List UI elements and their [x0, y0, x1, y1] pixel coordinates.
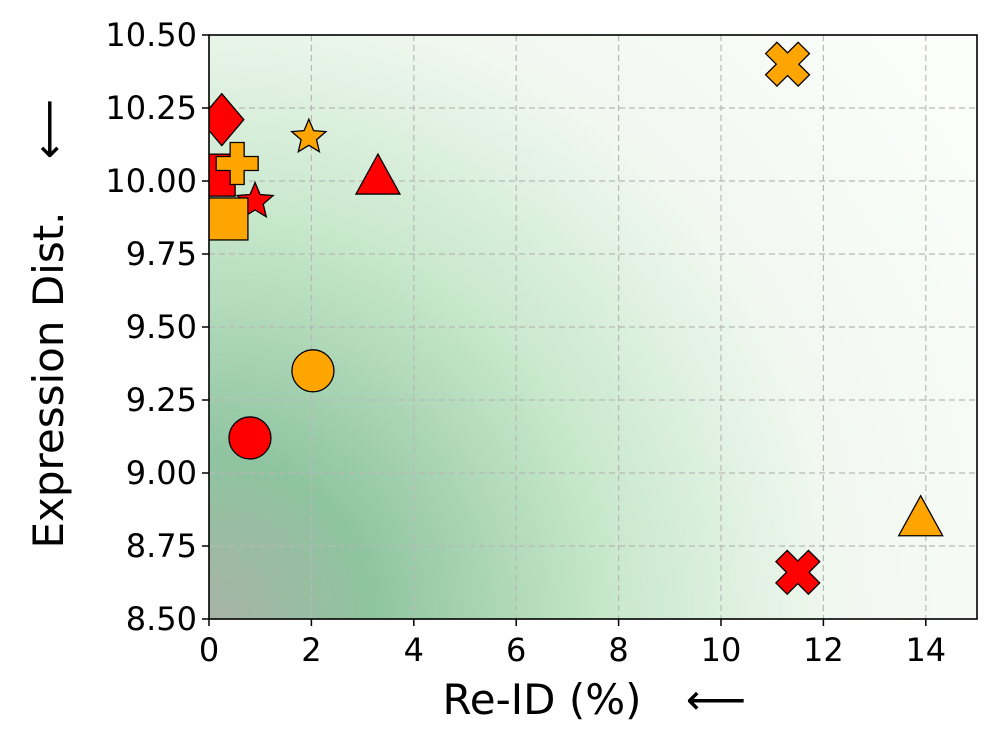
x-tick-label: 4: [404, 631, 424, 669]
orange-plus-marker: [215, 141, 259, 186]
y-tick-label: 9.50: [126, 308, 197, 346]
orange-star-marker: [290, 117, 328, 154]
orange-square-marker: [209, 197, 249, 241]
y-axis-title: Expression Dist.: [24, 211, 73, 548]
x-tick-label: 6: [506, 631, 526, 669]
orange-triangle-marker: [897, 494, 944, 537]
y-axis-arrow: ⟵: [24, 99, 73, 159]
x-tick-label: 2: [301, 631, 321, 669]
orange-circle-marker: [291, 349, 335, 393]
grid: [209, 35, 977, 619]
x-axis-title: Re-ID (%): [442, 675, 641, 724]
orange-x-marker: [764, 41, 811, 88]
y-tick-label: 10.00: [105, 162, 197, 200]
x-tick-label: 8: [608, 631, 628, 669]
x-axis-arrow: ⟵: [686, 675, 746, 724]
y-tick-label: 8.75: [126, 527, 197, 565]
red-triangle-marker: [354, 152, 402, 195]
x-axis-ticks: 0 2 4 6 8 10 12 14: [199, 619, 946, 669]
x-tick-label: 0: [199, 631, 219, 669]
red-x-marker: [774, 549, 821, 596]
data-points: [209, 41, 944, 596]
x-tick-label: 12: [803, 631, 844, 669]
y-tick-label: 8.50: [126, 600, 197, 638]
y-tick-label: 10.50: [105, 16, 197, 54]
red-diamond-marker: [209, 92, 245, 147]
red-circle-marker: [228, 416, 272, 460]
x-tick-label: 14: [905, 631, 946, 669]
y-axis-ticks: 8.50 8.75 9.00 9.25 9.50 9.75 10.00 10.25 10.50: [105, 16, 209, 638]
y-tick-label: 9.00: [126, 454, 197, 492]
y-tick-label: 9.75: [126, 235, 197, 273]
y-tick-label: 9.25: [126, 381, 197, 419]
x-tick-label: 10: [701, 631, 742, 669]
y-tick-label: 10.25: [105, 89, 197, 127]
